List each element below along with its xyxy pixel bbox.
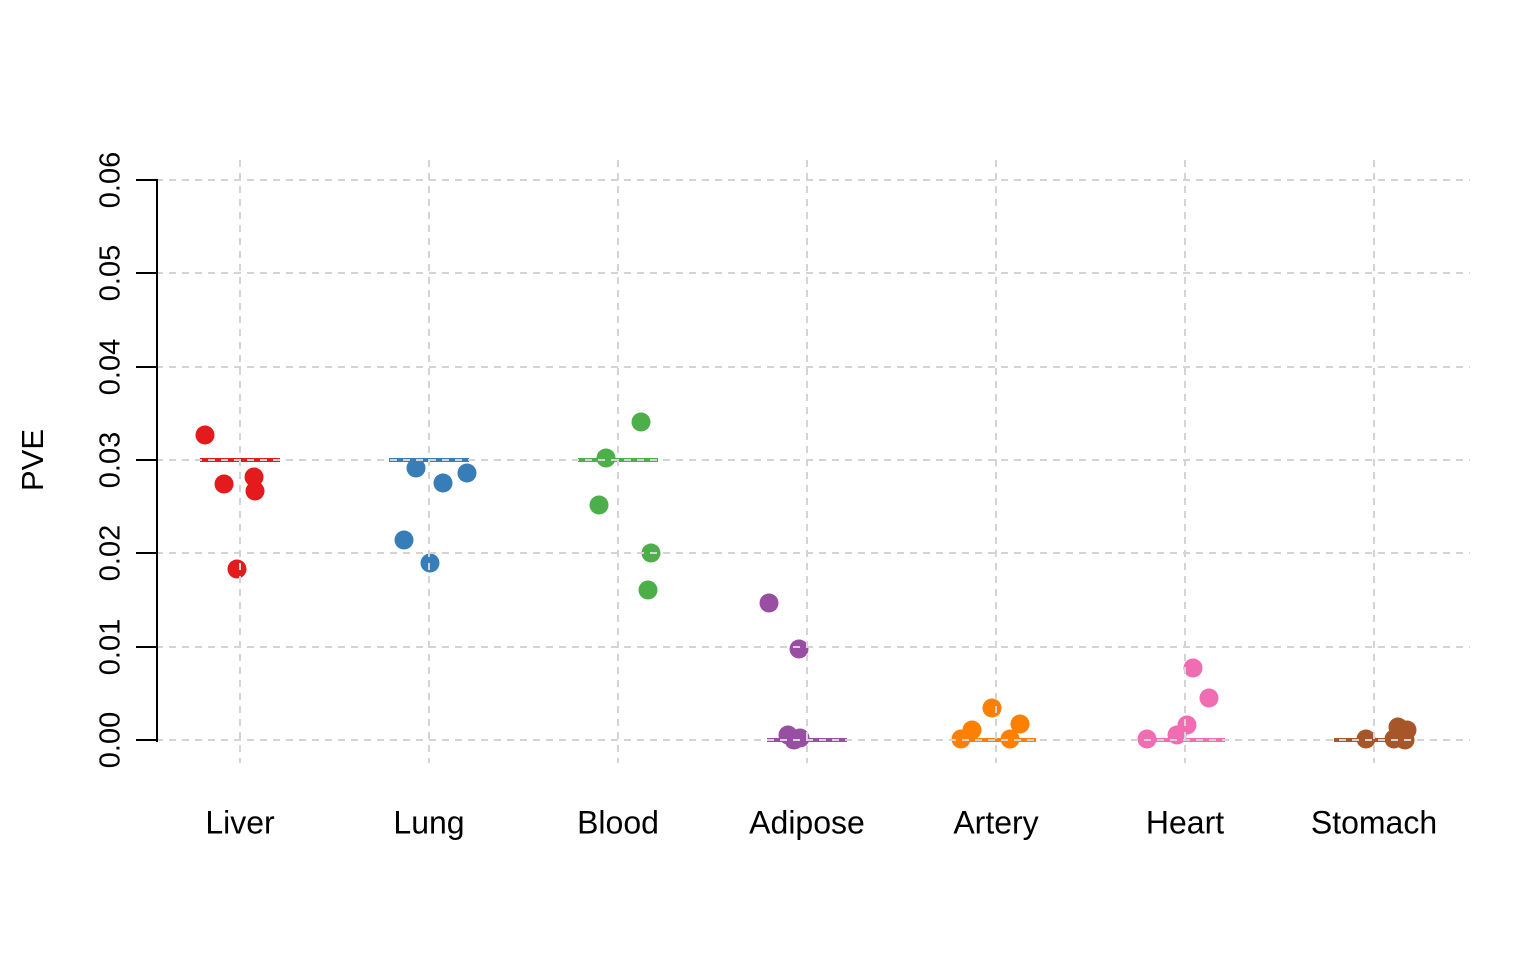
- y-axis-line: [156, 179, 158, 742]
- point-blood-3: [589, 495, 609, 515]
- point-liver-1: [195, 425, 215, 445]
- x-category-label-lung: Lung: [393, 804, 465, 841]
- point-adipose-2: [789, 639, 809, 659]
- y-tick-0.01: [136, 645, 156, 648]
- h-gridline-0.06: [156, 179, 1470, 181]
- y-tick-0.00: [136, 739, 156, 741]
- point-adipose-1: [759, 593, 779, 613]
- x-category-label-heart: Heart: [1145, 804, 1225, 841]
- x-category-label-stomach: Stomach: [1310, 804, 1438, 841]
- v-gridline-stomach: [1373, 160, 1375, 763]
- point-blood-1: [631, 412, 651, 432]
- v-gridline-blood: [617, 160, 619, 763]
- y-tick-label-0.06: 0.06: [94, 151, 127, 209]
- y-tick-0.02: [136, 552, 156, 555]
- x-category-label-blood: Blood: [577, 804, 659, 841]
- h-gridline-0.00: [156, 739, 1470, 741]
- point-liver-5: [227, 559, 247, 579]
- v-gridline-lung: [428, 160, 430, 763]
- point-liver-3: [214, 474, 234, 494]
- v-gridline-heart: [1184, 160, 1186, 763]
- point-artery-1: [982, 698, 1002, 718]
- y-tick-0.03: [136, 459, 156, 461]
- point-lung-4: [394, 530, 414, 550]
- y-tick-0.05: [136, 272, 156, 275]
- y-tick-label-0.01: 0.01: [94, 618, 127, 675]
- y-tick-0.06: [136, 179, 156, 181]
- point-lung-3: [433, 473, 453, 493]
- h-gridline-0.04: [156, 365, 1470, 368]
- point-lung-1: [406, 458, 426, 478]
- point-heart-2: [1199, 688, 1219, 708]
- x-category-label-adipose: Adipose: [749, 804, 865, 841]
- v-gridline-liver: [239, 160, 241, 763]
- point-lung-5: [420, 553, 440, 573]
- point-lung-2: [457, 463, 477, 483]
- h-gridline-0.01: [156, 645, 1470, 648]
- point-artery-2: [1010, 714, 1030, 734]
- y-axis-title: PVE: [15, 428, 50, 492]
- y-tick-label-0.02: 0.02: [94, 525, 127, 582]
- x-category-label-liver: Liver: [205, 804, 275, 841]
- y-tick-label-0.03: 0.03: [94, 431, 127, 489]
- y-tick-label-0.04: 0.04: [94, 338, 127, 395]
- v-gridline-adipose: [806, 160, 808, 763]
- point-liver-4: [245, 481, 265, 501]
- x-category-label-artery: Artery: [953, 804, 1039, 841]
- y-tick-label-0.00: 0.00: [94, 711, 127, 769]
- h-gridline-0.02: [156, 552, 1470, 555]
- point-blood-5: [638, 580, 658, 600]
- point-heart-1: [1183, 658, 1203, 678]
- h-gridline-0.03: [156, 459, 1470, 461]
- h-gridline-0.05: [156, 272, 1470, 275]
- y-tick-label-0.05: 0.05: [94, 245, 127, 302]
- v-gridline-artery: [995, 160, 997, 763]
- y-tick-0.04: [136, 365, 156, 368]
